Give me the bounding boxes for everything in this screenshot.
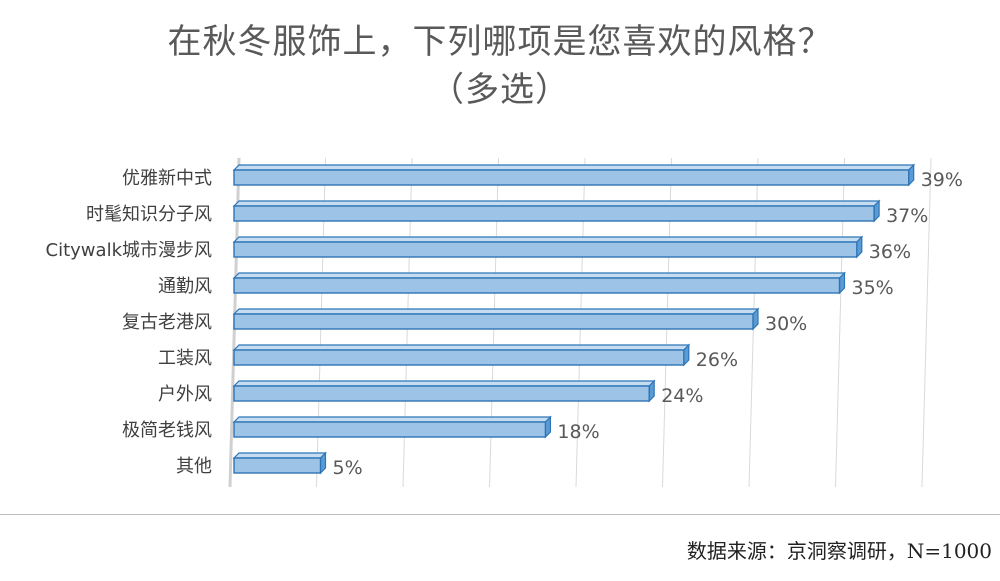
bar <box>232 379 656 403</box>
bar-top-face <box>232 380 656 387</box>
data-source-note: 数据来源：京洞察调研，N=1000 <box>686 539 992 563</box>
bar-front-face <box>233 385 650 402</box>
bar <box>232 163 916 187</box>
value-label: 37% <box>886 205 928 227</box>
gridline <box>921 157 932 488</box>
category-label: 工装风 <box>158 348 212 369</box>
value-label: 39% <box>921 169 963 191</box>
bars <box>232 163 916 475</box>
value-label: 26% <box>696 349 738 371</box>
bar <box>232 307 760 331</box>
bar-front-face <box>233 241 858 258</box>
bar <box>232 415 552 439</box>
value-label: 35% <box>852 277 894 299</box>
bar-front-face <box>233 169 910 186</box>
category-label: 通勤风 <box>158 276 212 297</box>
bar <box>232 343 691 367</box>
value-label: 18% <box>557 421 599 443</box>
chart-title-line1: 在秋冬服饰上，下列哪项是您喜欢的风格？ <box>167 22 833 62</box>
value-label: 24% <box>661 385 703 407</box>
value-labels: 39% 37% 36% 35% 30% 26% 24% 18% 5% <box>333 169 963 479</box>
category-label: 优雅新中式 <box>122 168 212 189</box>
value-label: 5% <box>333 457 363 479</box>
bar-top-face <box>232 200 881 207</box>
bar-front-face <box>233 313 754 330</box>
category-label: 时髦知识分子风 <box>86 204 212 225</box>
bar-top-face <box>232 164 916 171</box>
bar-top-face <box>232 416 552 423</box>
bar-top-face <box>232 452 327 459</box>
bar-top-face <box>232 236 864 243</box>
bar-top-face <box>232 344 691 351</box>
bar <box>232 235 864 259</box>
category-label: 其他 <box>176 456 212 477</box>
bar-front-face <box>233 421 547 438</box>
bar <box>232 199 881 223</box>
bar-top-face <box>232 272 846 279</box>
bar-top-face <box>232 308 760 315</box>
value-label: 36% <box>869 241 911 263</box>
category-label: 户外风 <box>158 384 212 405</box>
bar-front-face <box>233 457 322 474</box>
chart-title: 在秋冬服饰上，下列哪项是您喜欢的风格？ （多选） <box>0 18 1000 114</box>
category-label: Citywalk城市漫步风 <box>46 240 212 261</box>
chart-title-line2: （多选） <box>430 70 570 110</box>
bar-front-face <box>233 349 685 366</box>
value-label: 30% <box>765 313 807 335</box>
category-label: 极简老钱风 <box>122 420 212 441</box>
bar <box>232 451 327 475</box>
bar-front-face <box>233 277 841 294</box>
bar <box>232 271 846 295</box>
footer-divider <box>0 514 1000 515</box>
bar-front-face <box>233 205 875 222</box>
category-label: 复古老港风 <box>122 312 212 333</box>
